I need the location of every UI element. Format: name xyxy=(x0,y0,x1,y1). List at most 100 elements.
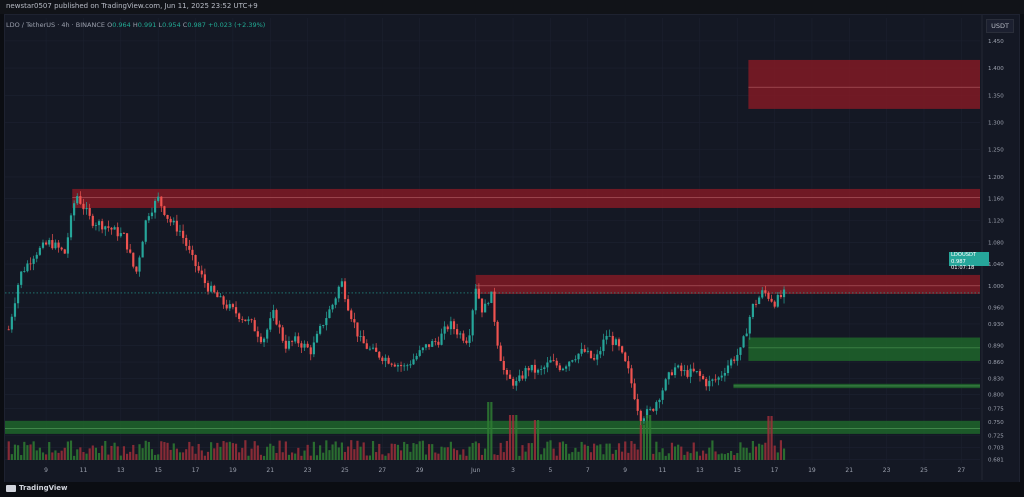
legend-open: 0.964 xyxy=(112,21,131,29)
candle-body xyxy=(484,303,487,313)
volume-bar xyxy=(200,450,203,460)
x-tick-label: 23 xyxy=(304,467,312,474)
y-tick-label: 1.400 xyxy=(988,66,1004,72)
candle-body xyxy=(144,220,147,242)
y-tick-label: 0.860 xyxy=(988,360,1004,366)
candle-body xyxy=(742,336,745,348)
candle-body xyxy=(309,347,312,355)
volume-bar xyxy=(7,441,10,460)
candle-body xyxy=(29,263,32,265)
volume-bar xyxy=(375,452,378,460)
y-tick-label: 1.040 xyxy=(988,262,1004,268)
candle-body xyxy=(717,377,720,380)
volume-bar xyxy=(652,453,655,460)
x-tick-label: 15 xyxy=(733,467,741,474)
volume-bar xyxy=(670,442,674,460)
volume-bar xyxy=(421,440,424,460)
volume-bar xyxy=(222,441,225,460)
candle-body xyxy=(639,410,642,421)
candle-body xyxy=(284,340,287,349)
x-tick-label: 17 xyxy=(192,467,200,474)
volume-bar xyxy=(163,442,166,460)
tradingview-logo[interactable]: TradingView xyxy=(6,484,68,492)
volume-bar xyxy=(188,441,191,460)
currency-button[interactable]: USDT xyxy=(986,19,1014,33)
volume-bar xyxy=(502,452,505,460)
candle-body xyxy=(185,237,188,246)
candle-body xyxy=(446,326,449,330)
volume-bar xyxy=(456,450,459,460)
candle-body xyxy=(331,304,334,310)
candle-body xyxy=(347,299,350,311)
volume-bar xyxy=(368,455,372,460)
volume-bar xyxy=(51,452,54,460)
candle-body xyxy=(272,310,275,319)
candle-body xyxy=(499,345,502,362)
candle-body xyxy=(568,361,571,367)
candle-body xyxy=(241,318,244,320)
volume-bar xyxy=(396,444,400,460)
candle-body xyxy=(736,354,739,361)
candle-body xyxy=(281,327,284,341)
candle-body xyxy=(54,242,57,249)
support-zone xyxy=(5,420,980,434)
candle-body xyxy=(129,249,132,253)
candle-body xyxy=(178,230,182,232)
volume-bar xyxy=(624,441,627,460)
volume-bar xyxy=(41,452,45,460)
volume-bar xyxy=(596,445,599,460)
candle-body xyxy=(490,291,493,303)
volume-bar xyxy=(440,446,443,460)
x-tick-label: 19 xyxy=(229,467,237,474)
candle-body xyxy=(41,242,45,248)
candle-body xyxy=(166,214,169,219)
legend-high-label: H xyxy=(132,21,138,29)
candle-body xyxy=(322,325,325,327)
y-tick-label: 0.960 xyxy=(988,306,1004,312)
volume-bar xyxy=(113,442,116,460)
y-tick-label: 0.890 xyxy=(988,344,1004,350)
candle-body xyxy=(359,336,362,337)
x-tick-label: 3 xyxy=(511,467,515,474)
volume-bar xyxy=(228,441,231,460)
volume-bar xyxy=(178,452,182,460)
candle-body xyxy=(552,360,555,362)
candle-body xyxy=(677,365,680,368)
volume-bar xyxy=(241,447,244,460)
volume-bar xyxy=(315,455,319,460)
volume-bar xyxy=(378,443,381,460)
candle-body xyxy=(424,344,428,348)
volume-bar xyxy=(443,447,446,460)
candle-body xyxy=(477,288,480,299)
candle-body xyxy=(60,247,63,250)
candle-body xyxy=(406,365,409,367)
volume-bar xyxy=(493,454,496,460)
candle-body xyxy=(287,341,291,349)
volume-bar xyxy=(356,440,359,460)
candle-body xyxy=(415,355,418,360)
candle-body xyxy=(138,257,141,272)
candle-body xyxy=(412,359,415,365)
volume-bar xyxy=(711,440,714,460)
volume-bar xyxy=(225,442,228,460)
candle-body xyxy=(779,294,783,298)
candle-body xyxy=(94,225,98,226)
volume-bar xyxy=(630,441,633,460)
candle-body xyxy=(384,357,387,361)
volume-bar xyxy=(256,445,259,460)
x-tick-label: 17 xyxy=(771,467,779,474)
candle-body xyxy=(132,252,135,267)
volume-bar xyxy=(393,443,396,460)
volume-bar xyxy=(552,448,555,460)
volume-bar xyxy=(16,445,20,460)
volume-bar xyxy=(135,454,138,460)
volume-bar xyxy=(269,443,272,460)
candle-body xyxy=(7,329,10,331)
x-tick-label: 11 xyxy=(80,467,88,474)
y-tick-label: 1.120 xyxy=(988,219,1004,225)
candle-body xyxy=(275,310,278,325)
volume-bar xyxy=(459,454,462,460)
volume-bar xyxy=(23,441,26,460)
volume-bar xyxy=(705,453,708,460)
